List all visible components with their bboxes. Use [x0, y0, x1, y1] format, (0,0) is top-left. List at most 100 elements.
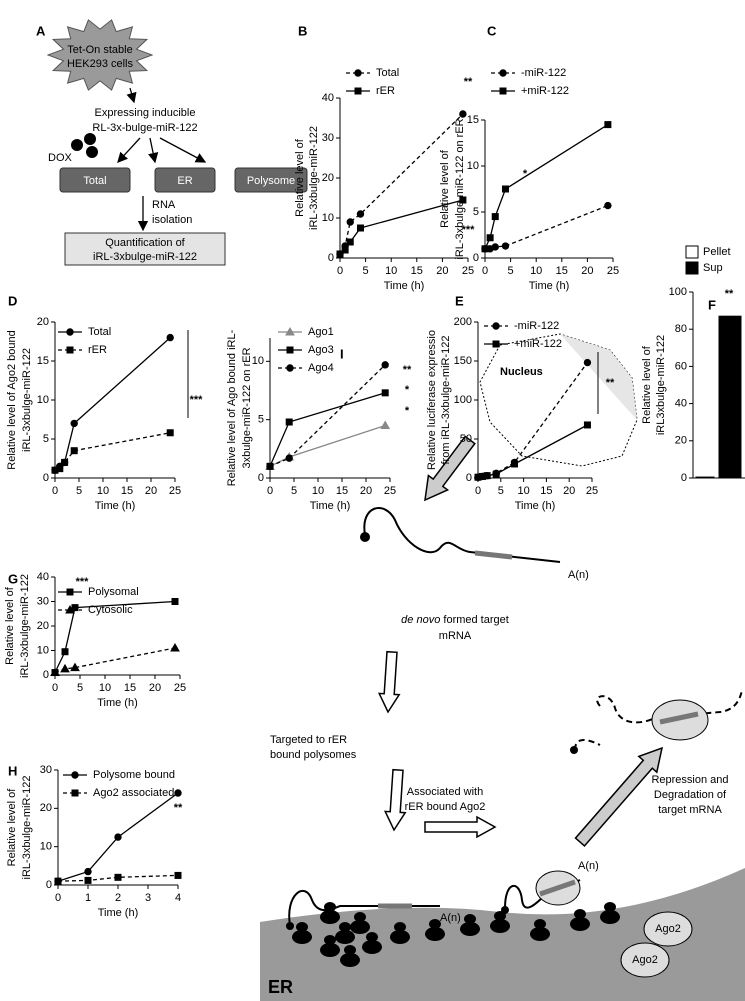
- x-tick-label: 10: [517, 485, 529, 497]
- legend-label: Sup: [703, 262, 723, 274]
- point: [604, 201, 612, 210]
- step-label: Degradation of: [654, 789, 727, 801]
- y-tick-label: 0: [681, 472, 687, 484]
- point: [61, 648, 69, 656]
- cap: [286, 922, 294, 930]
- ribosome-small: [534, 919, 546, 929]
- panel-letter: F: [708, 297, 716, 312]
- y-axis-label: iRL-3xbulge-miR-122 on rER: [454, 118, 466, 259]
- ribosome-small: [429, 919, 441, 929]
- point: [266, 462, 274, 471]
- ago2-label: Ago2: [632, 954, 658, 966]
- legend-label: Cytosolic: [88, 604, 133, 616]
- caption-text: formed target: [443, 614, 508, 626]
- point: [84, 867, 92, 876]
- degraded-mrna: [596, 689, 743, 724]
- y-tick-label: 40: [37, 571, 49, 583]
- point: [171, 598, 179, 605]
- nucleus-label: Nucleus: [500, 366, 543, 378]
- y-tick-label: 0: [328, 252, 334, 264]
- cap: [360, 532, 370, 542]
- ribosome-large: [335, 930, 355, 944]
- panel-letter: D: [8, 293, 17, 308]
- point: [604, 121, 612, 129]
- significance-label: ***: [190, 394, 204, 406]
- arrow: [159, 137, 207, 163]
- bar: [718, 315, 742, 479]
- x-tick-label: 2: [115, 892, 121, 904]
- y-tick-label: 5: [43, 433, 49, 445]
- ribosome-small: [394, 922, 406, 932]
- x-tick-label: 0: [267, 485, 273, 497]
- legend-marker: [71, 771, 79, 779]
- y-tick-label: 20: [40, 802, 52, 814]
- significance-label: *: [523, 168, 528, 180]
- cap: [501, 906, 509, 914]
- point: [50, 667, 60, 677]
- point: [381, 361, 389, 369]
- x-tick-label: 20: [563, 485, 575, 497]
- x-tick-label: 20: [360, 485, 372, 497]
- y-tick-label: 20: [37, 620, 49, 632]
- arrow: [148, 137, 159, 164]
- significance-label: *: [405, 384, 410, 396]
- ago2: [643, 911, 693, 947]
- flow-arrow: [424, 435, 476, 502]
- legend-label: -miR-122: [521, 67, 566, 79]
- fraction-label: Total: [83, 175, 106, 187]
- y-axis-label: Relative level of: [4, 586, 16, 665]
- panel-letter: E: [455, 293, 464, 308]
- x-tick-label: 5: [76, 485, 82, 497]
- panel-letter: G: [8, 571, 18, 586]
- ribosome-large: [320, 943, 340, 957]
- mrna: [504, 879, 581, 909]
- y-tick-label: 60: [675, 360, 687, 372]
- x-tick-label: 0: [52, 682, 58, 694]
- ribosome-large: [600, 910, 620, 924]
- fraction-label: Polysome: [247, 175, 295, 187]
- ribosome-large: [350, 920, 370, 934]
- y-tick-label: 20: [675, 435, 687, 447]
- x-tick-label: 1: [85, 892, 91, 904]
- arrows: [117, 87, 207, 232]
- y-tick-label: 40: [322, 92, 334, 104]
- cell-star: [46, 19, 154, 91]
- x-tick-label: 0: [52, 485, 58, 497]
- mrna-caption: de novo formed target: [401, 614, 509, 626]
- y-axis-label: from iRL-3xbulge-miR-122: [440, 336, 452, 465]
- x-tick-label: 20: [149, 682, 161, 694]
- point: [84, 876, 92, 884]
- series-line: [54, 647, 176, 674]
- legend-label: Ago4: [308, 362, 334, 374]
- point: [174, 871, 182, 879]
- y-tick-label: 0: [258, 472, 264, 484]
- panel-letter: I: [340, 346, 344, 361]
- y-axis-label: Relative level of Ago bound iRL-: [226, 329, 238, 486]
- y-tick-label: 0: [466, 472, 472, 484]
- x-tick-label: 10: [97, 485, 109, 497]
- point: [491, 243, 499, 251]
- legend-label: Total: [88, 326, 111, 338]
- x-axis-label: Time (h): [515, 500, 556, 512]
- y-tick-label: 10: [252, 355, 264, 367]
- nucleus: [479, 333, 638, 467]
- ribosome-small: [494, 911, 506, 921]
- y-tick-label: 20: [322, 172, 334, 184]
- y-tick-label: 30: [322, 132, 334, 144]
- panel-letter: A: [36, 23, 46, 38]
- construct-label: RL-3x-bulge-miR-122: [92, 122, 197, 134]
- chart: 0 5 10 15 0 5 10 15 20 25 Relative level of iRL-3xb…: [439, 23, 619, 291]
- legend-label: Pellet: [703, 246, 731, 258]
- point: [285, 418, 293, 426]
- y-tick-label: 10: [37, 394, 49, 406]
- series-line: [57, 792, 179, 882]
- point: [54, 877, 62, 885]
- y-tick-label: 150: [454, 355, 472, 367]
- readout-label: iRL-3xbulge-miR-122: [93, 251, 197, 263]
- x-tick-label: 10: [530, 265, 542, 277]
- point: [166, 429, 174, 437]
- ribosome-large: [530, 927, 550, 941]
- dox-dot: [84, 133, 96, 145]
- poly-a: A(n): [578, 860, 599, 872]
